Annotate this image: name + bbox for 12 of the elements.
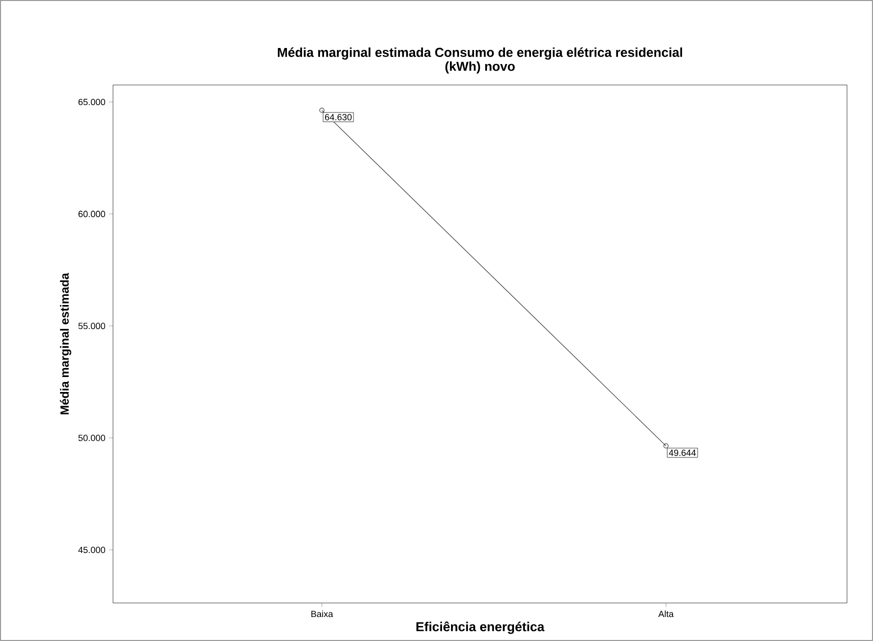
y-tick-label: 50.000 (78, 434, 106, 442)
data-label: 64.630 (325, 114, 352, 120)
y-tick-label: 65.000 (78, 98, 106, 106)
y-tick-label: 55.000 (78, 322, 106, 330)
x-tick-label: Baixa (311, 610, 334, 618)
chart-title: Média marginal estimada Consumo de energia elétrica residencial (kWh) novo (278, 47, 682, 74)
x-axis-title: Eficiência energética (416, 622, 544, 634)
y-tick-label: 45.000 (78, 546, 106, 554)
y-axis-title: Média marginal estimada (60, 272, 72, 414)
data-label: 49.644 (668, 450, 696, 456)
y-tick-label: 60.000 (78, 210, 106, 218)
x-tick-label: Alta (658, 610, 674, 618)
